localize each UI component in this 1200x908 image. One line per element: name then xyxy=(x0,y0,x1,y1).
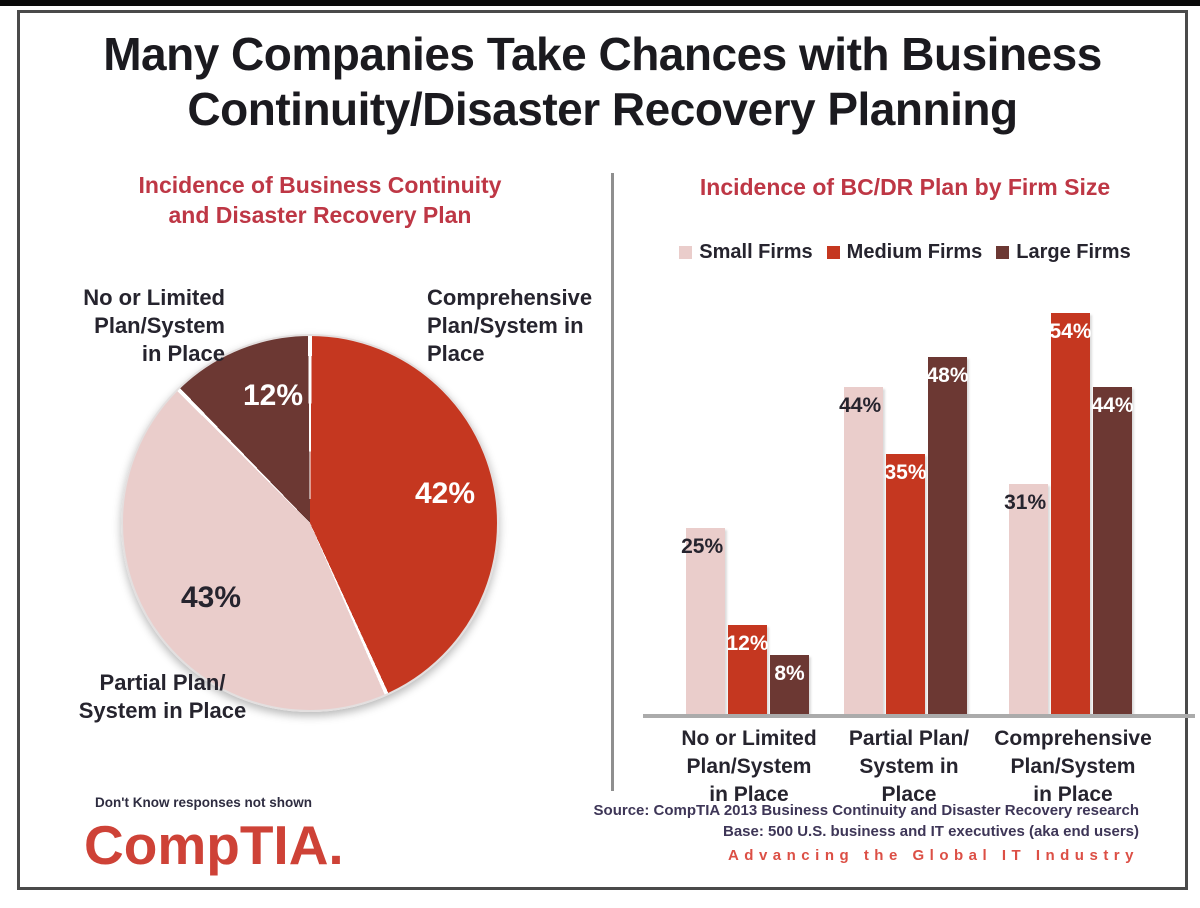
pie-label-comprehensive-line1: Comprehensive xyxy=(427,285,593,310)
pie-label-partial: Partial Plan/ System in Place xyxy=(45,669,280,725)
pie-chart-title-line2: and Disaster Recovery Plan xyxy=(168,201,472,228)
pie-label-comprehensive: Comprehensive Plan/System in Place xyxy=(427,284,627,368)
pie-chart-title: Incidence of Business Continuity and Dis… xyxy=(50,171,590,231)
pie-label-no-limited-line2: Plan/System xyxy=(94,313,225,339)
bar-small-firms-0: 25% xyxy=(681,528,725,714)
comptia-logo: CompTIA. xyxy=(84,814,344,876)
pie-value-partial: 43% xyxy=(180,581,242,614)
bar-large-firms-1: 48% xyxy=(926,357,969,714)
top-border-strip xyxy=(0,0,1200,6)
pie-label-no-limited-line3: in Place xyxy=(141,341,225,367)
bar-group-1: 44% 35% 48% xyxy=(839,357,969,714)
bar-medium-firms-0: 12% xyxy=(726,625,769,714)
bar-group-0: 25% 12% 8% xyxy=(681,528,809,714)
bar-value-label-small-firms-2: 31% xyxy=(1004,491,1047,514)
bar-category-label-line: No or Limited xyxy=(681,727,817,750)
slide-frame: Many Companies Take Chances with Busines… xyxy=(17,10,1195,890)
source-text: Source: CompTIA 2013 Business Continuity… xyxy=(594,801,1139,842)
bar-category-label-line: Plan/System xyxy=(1010,754,1136,778)
bar-value-label-medium-firms-1: 35% xyxy=(884,461,927,484)
pie-label-partial-line1: Partial Plan/ xyxy=(99,670,226,695)
pie-label-comprehensive-line3: Place xyxy=(427,341,485,367)
bar-category-label-line: System in xyxy=(859,754,959,778)
source-line1: Source: CompTIA 2013 Business Continuity… xyxy=(593,802,1139,819)
bar-value-label-large-firms-2: 44% xyxy=(1091,394,1134,417)
legend-item-small-firms: Small Firms xyxy=(679,241,813,264)
pie-label-no-limited: No or Limited Plan/System in Place xyxy=(45,284,225,368)
bar-value-label-small-firms-0: 25% xyxy=(681,535,724,558)
bar-category-label-line: in Place xyxy=(709,782,789,806)
bar-small-firms-1: 44% xyxy=(839,387,883,714)
page-title: Many Companies Take Chances with Busines… xyxy=(20,27,1185,137)
bar-category-label-line: in Place xyxy=(1033,782,1113,806)
bar-value-label-medium-firms-0: 12% xyxy=(726,632,769,655)
pie-label-no-limited-line1: No or Limited xyxy=(83,285,225,310)
legend-item-medium-firms: Medium Firms xyxy=(826,241,983,264)
pie-value-comprehensive: 42% xyxy=(414,477,476,510)
bar-medium-firms-2: 54% xyxy=(1049,313,1092,714)
bar-value-label-large-firms-1: 48% xyxy=(926,364,969,387)
bar-category-label-2: Comprehensive Plan/System in Place xyxy=(978,725,1168,809)
bar-chart-x-axis xyxy=(643,714,1195,718)
bar-value-label-medium-firms-2: 54% xyxy=(1049,320,1092,343)
bar-category-label-line: Place xyxy=(881,782,937,806)
legend-swatch-large-firms xyxy=(996,246,1010,259)
pie-chart-title-line1: Incidence of Business Continuity xyxy=(138,172,502,198)
bar-large-firms-2: 44% xyxy=(1091,387,1134,714)
pie-label-partial-line2: System in Place xyxy=(78,698,247,724)
bar-small-firms-2: 31% xyxy=(1004,484,1048,714)
page-title-line2: Continuity/Disaster Recovery Planning xyxy=(187,83,1018,136)
bar-chart-title: Incidence of BC/DR Plan by Firm Size xyxy=(699,174,1111,200)
legend-label-small-firms: Small Firms xyxy=(699,241,813,263)
legend-swatch-small-firms xyxy=(679,246,693,259)
bar-chart-legend: Small Firms Medium Firms Large Firms xyxy=(635,241,1175,264)
bar-medium-firms-1: 35% xyxy=(884,454,927,714)
bar-value-label-large-firms-0: 8% xyxy=(774,662,805,685)
legend-label-medium-firms: Medium Firms xyxy=(846,241,983,263)
bar-large-firms-0: 8% xyxy=(770,655,809,714)
legend-swatch-medium-firms xyxy=(826,246,840,259)
dont-know-note: Don't Know responses not shown xyxy=(95,795,312,810)
comptia-tagline: Advancing the Global IT Industry xyxy=(727,847,1139,864)
source-line2: Base: 500 U.S. business and IT executive… xyxy=(722,822,1139,840)
panel-divider xyxy=(611,173,614,791)
page-title-line1: Many Companies Take Chances with Busines… xyxy=(103,28,1102,80)
bar-value-label-small-firms-1: 44% xyxy=(839,394,882,417)
bar-category-label-line: Plan/System xyxy=(686,754,812,778)
legend-label-large-firms: Large Firms xyxy=(1016,241,1131,263)
bar-category-label-line: Partial Plan/ xyxy=(848,727,970,750)
pie-chart: 42% 43% 12% xyxy=(121,334,499,712)
bar-chart-plot-area: 25% 12% 8% 44% 35% 48% 31% 54% 44% xyxy=(648,291,1188,714)
pie-value-no-limited: 12% xyxy=(242,379,304,412)
bar-category-label-0: No or Limited Plan/System in Place xyxy=(654,725,844,809)
bar-category-label-1: Partial Plan/System in Place xyxy=(814,725,1004,809)
pie-label-comprehensive-line2: Plan/System in xyxy=(427,313,584,339)
bar-category-label-line: Comprehensive xyxy=(994,727,1152,750)
legend-item-large-firms: Large Firms xyxy=(996,241,1131,264)
bar-group-2: 31% 54% 44% xyxy=(1004,313,1134,714)
